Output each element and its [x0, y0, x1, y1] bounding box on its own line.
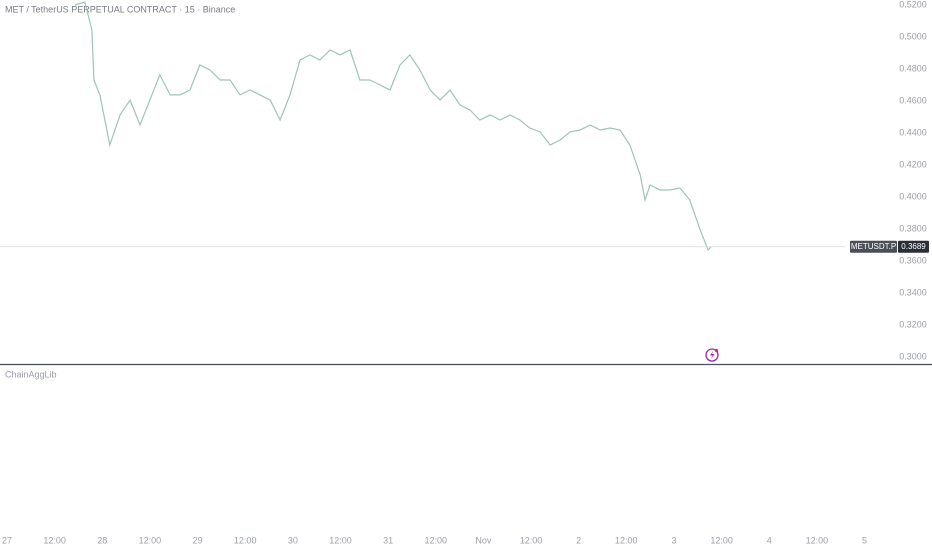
- y-tick-label: 0.3000: [899, 351, 927, 361]
- x-tick-label: 12:00: [710, 535, 733, 545]
- symbol-label: METUSDT.P: [851, 242, 896, 251]
- symbol-badge: [850, 240, 897, 253]
- x-tick-label: 12:00: [424, 535, 447, 545]
- indicator-name: ChainAggLib: [5, 369, 57, 379]
- x-tick-label: 12:00: [615, 535, 638, 545]
- y-tick-label: 0.5200: [899, 0, 927, 9]
- x-tick-label: 28: [97, 535, 107, 545]
- chart-title: MET / TetherUS PERPETUAL CONTRACT · 15 ·…: [5, 4, 235, 14]
- y-tick-label: 0.3200: [899, 319, 927, 329]
- y-tick-label: 0.3600: [899, 255, 927, 265]
- y-tick-label: 0.5000: [899, 31, 927, 41]
- x-tick-label: 29: [193, 535, 203, 545]
- price-line: [74, 1, 712, 252]
- price-label: 0.3689: [901, 242, 926, 251]
- x-tick-label: 5: [862, 535, 867, 545]
- y-tick-label: 0.4600: [899, 95, 927, 105]
- x-tick-label: 12:00: [329, 535, 352, 545]
- x-tick-label: 31: [383, 535, 393, 545]
- x-tick-label: 4: [767, 535, 772, 545]
- y-tick-label: 0.3800: [899, 223, 927, 233]
- x-tick-label: 2: [576, 535, 581, 545]
- x-tick-label: 12:00: [806, 535, 829, 545]
- y-tick-label: 0.4400: [899, 127, 927, 137]
- x-tick-label: 12:00: [234, 535, 257, 545]
- x-tick-label: 30: [288, 535, 298, 545]
- x-tick-label: 12:00: [520, 535, 543, 545]
- y-tick-label: 0.4000: [899, 191, 927, 201]
- x-tick-label: Nov: [475, 535, 492, 545]
- price-badge: [898, 240, 929, 253]
- x-tick-label: 3: [671, 535, 676, 545]
- y-tick-label: 0.4200: [899, 159, 927, 169]
- y-tick-label: 0.3400: [899, 287, 927, 297]
- x-tick-label: 27: [2, 535, 12, 545]
- alert-icon: [705, 348, 719, 362]
- x-tick-label: 12:00: [43, 535, 66, 545]
- x-tick-label: 12:00: [139, 535, 162, 545]
- y-tick-label: 0.4800: [899, 63, 927, 73]
